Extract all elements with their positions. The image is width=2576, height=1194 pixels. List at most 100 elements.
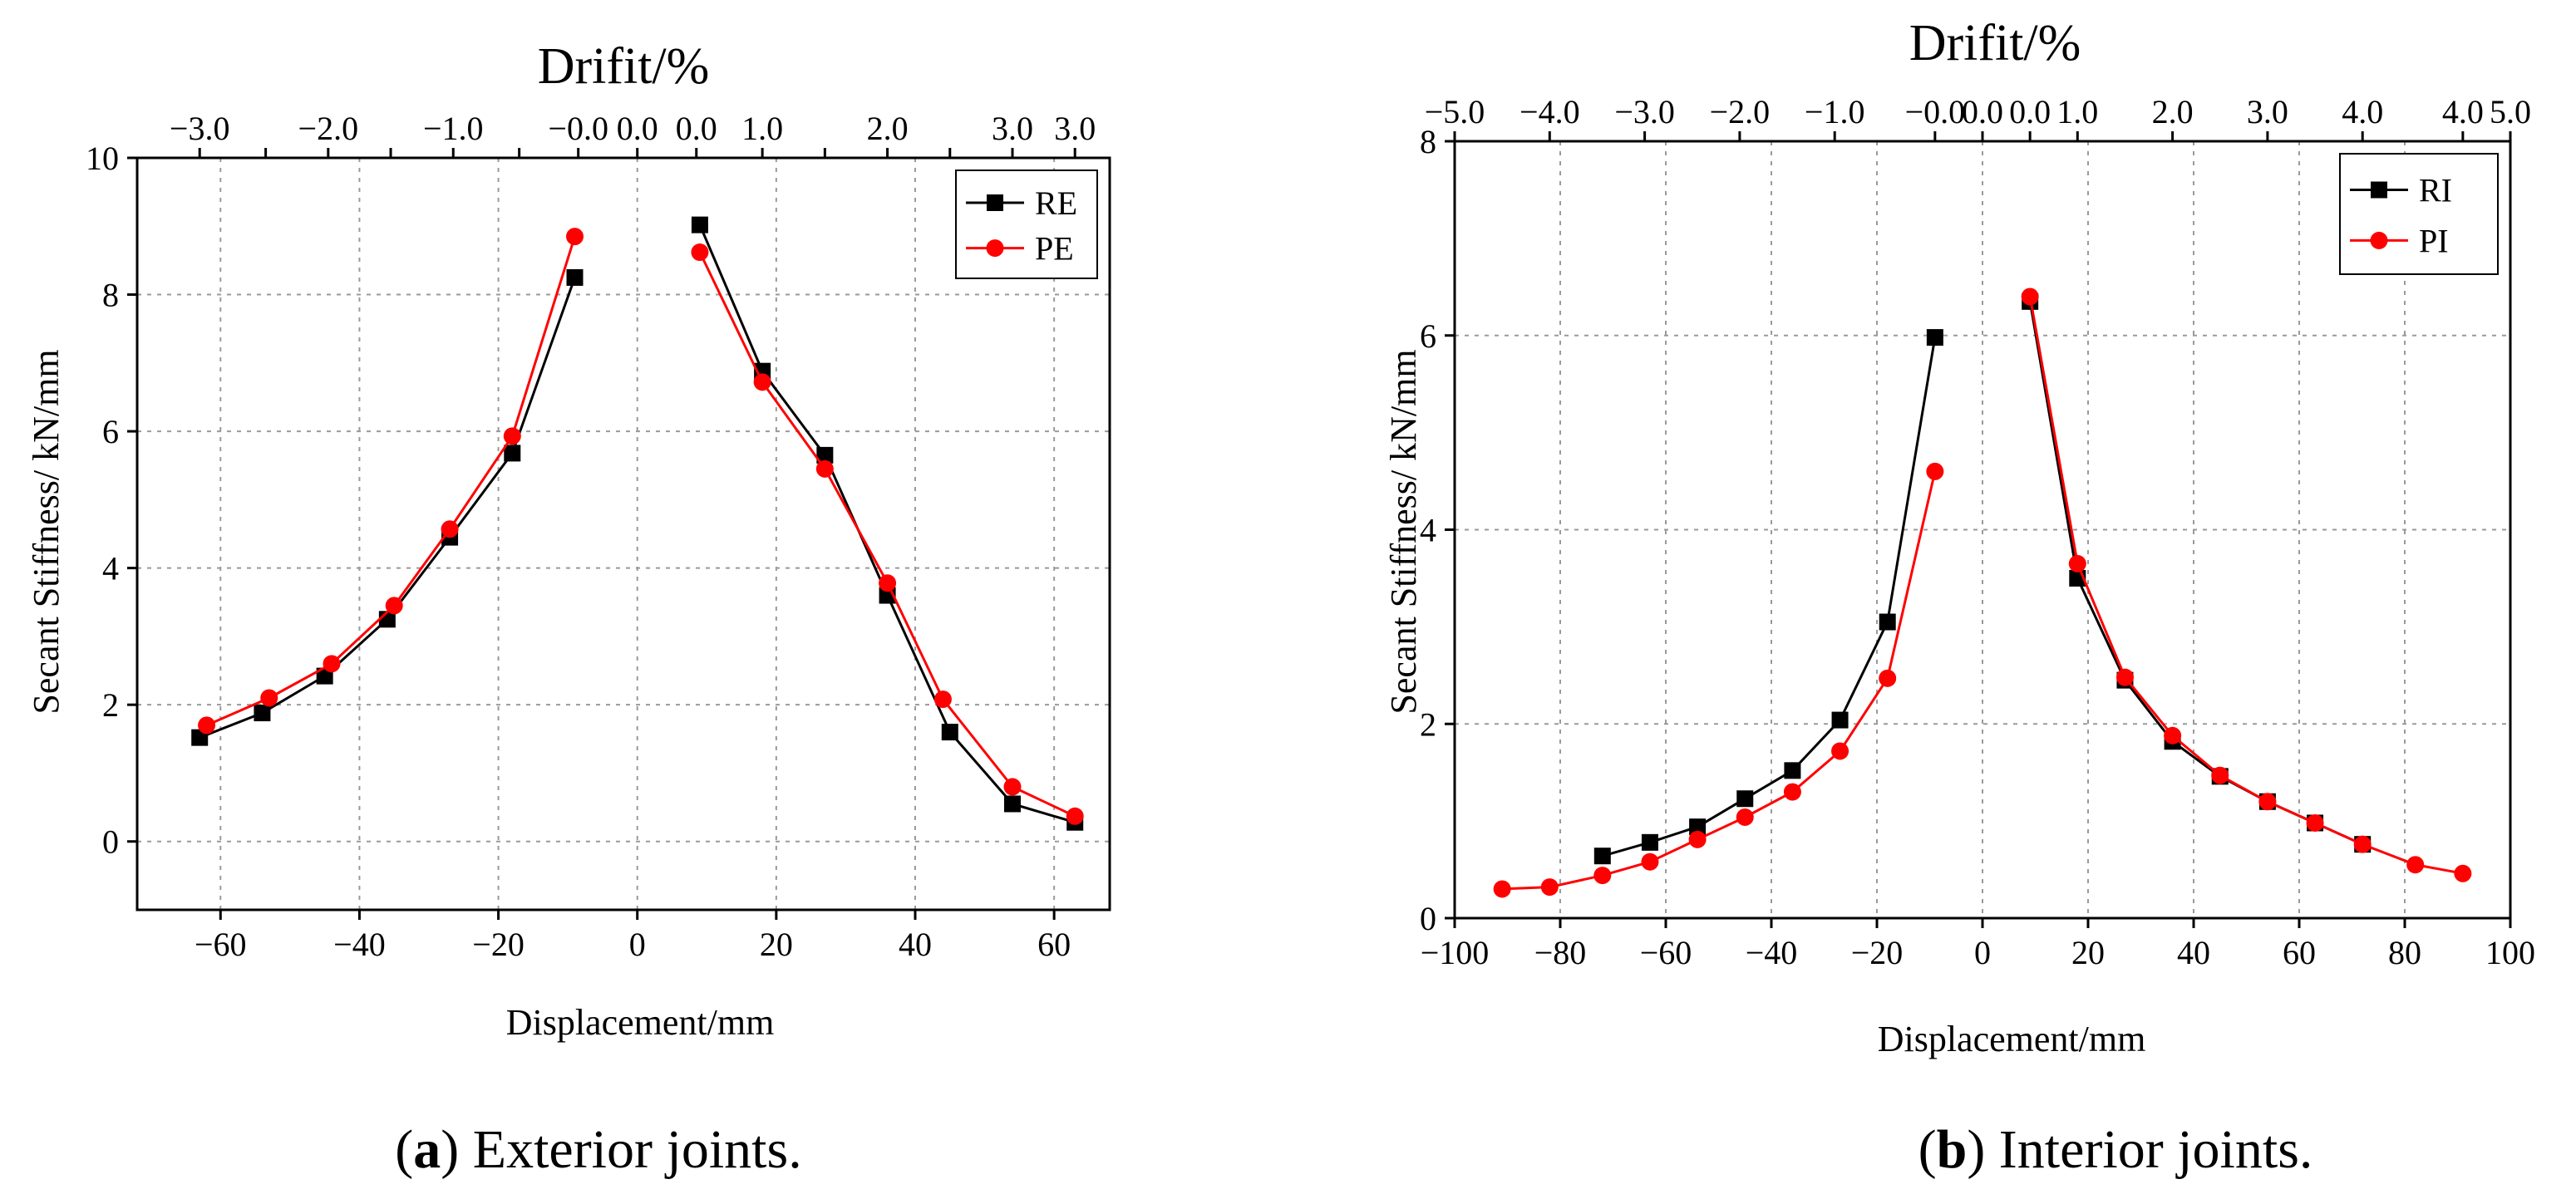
legend-marker-ri [2371,181,2387,199]
x-tick-label-b: 100 [2485,934,2535,971]
top-tick-label-b: 2.0 [2152,93,2194,130]
x-tick-label-a: 20 [760,926,793,963]
top-tick-label-b: 0.0 [1962,93,2003,130]
data-point-pe [260,689,278,707]
top-tick-label-b: −5.0 [1425,93,1485,130]
caption-b-letter: b [1937,1119,1968,1180]
y-tick-label-a: 8 [102,277,119,314]
data-point-ri [1736,790,1754,808]
caption-a: (a) Exterior joints. [395,1119,801,1180]
top-tick-label-b: −1.0 [1805,93,1865,130]
caption-b-prefix: ( [1918,1119,1937,1180]
top-tick-label-a: 0.0 [617,110,658,147]
x-tick-label-b: −60 [1640,934,1692,971]
data-point-pi [1540,878,1559,897]
y-axis-title-b: Secant Stiffness/ kN/mm [1383,349,1424,714]
data-point-pe [441,520,459,538]
x-tick-label-a: 0 [629,926,646,963]
x-tick-label-b: −100 [1421,934,1490,971]
x-tick-label-a: −40 [333,926,386,963]
top-tick-label-b: −0.0 [1905,93,1966,130]
top-tick-label-b: 1.0 [2056,93,2098,130]
legend-label-ri: RI [2419,172,2452,209]
data-point-pi [1926,462,1944,480]
data-point-pe [566,228,584,246]
top-axis-title-b: Drifit/% [1909,15,2081,71]
ticks-b: −100 −80 −60 −40 −20 0 20 40 60 80 100 0 2 4 6 8−5.0 −4.… [1420,93,2535,971]
legend-b: RI PI [2339,153,2499,275]
top-tick-label-a: −2.0 [298,110,359,147]
data-point-pi [1688,830,1707,848]
x-tick-label-b: −20 [1851,934,1904,971]
data-point-pe [691,243,709,262]
series-a [191,216,1084,831]
legend-box-b [2339,153,2499,275]
data-point-pe [503,427,521,445]
data-point-pi [1493,880,1511,898]
x-tick-label-a: 60 [1037,926,1071,963]
top-tick-label-a: −0.0 [548,110,608,147]
x-tick-label-b: 80 [2388,934,2421,971]
data-point-pe [323,655,341,673]
data-point-re [504,445,521,462]
x-tick-label-b: −40 [1746,934,1798,971]
data-point-pi [1783,783,1801,801]
data-point-pe [933,690,952,709]
data-point-ri [1593,848,1611,865]
data-point-pi [2406,856,2425,874]
top-tick-label-a: 1.0 [741,110,783,147]
top-tick-label-b: 5.0 [2490,93,2531,130]
y-tick-label-a: 6 [102,413,119,450]
top-tick-label-a: −3.0 [170,110,230,147]
data-point-pi [1641,853,1659,871]
panel-interior-joints: −100 −80 −60 −40 −20 0 20 40 60 80 100 0 2 4 6 8−5.0 −4.… [1383,15,2535,1180]
data-point-re [1004,795,1021,813]
data-point-pi [2306,813,2324,832]
data-point-pe [1003,778,1022,796]
top-tick-label-b: −3.0 [1614,93,1675,130]
y-tick-label-b: 6 [1420,317,1436,355]
x-tick-label-b: −80 [1534,934,1587,971]
data-point-re [816,446,834,464]
top-tick-label-a: 0.0 [676,110,717,147]
data-point-ri [1641,833,1658,851]
top-tick-label-b: 3.0 [2247,93,2288,130]
data-point-pi [2211,766,2229,784]
y-tick-label-a: 0 [102,823,119,861]
x-axis-title-a: Displacement/mm [506,1002,775,1043]
legend-box-a [955,170,1098,279]
y-tick-label-b: 8 [1420,123,1436,160]
top-tick-label-b: −4.0 [1519,93,1580,130]
x-tick-label-b: 20 [2071,934,2105,971]
y-tick-label-b: 0 [1420,900,1436,937]
series-b [1493,287,2472,898]
data-point-pi [1879,669,1897,687]
data-point-pi [2021,287,2039,306]
data-point-pe [753,373,771,391]
top-tick-label-b: −2.0 [1710,93,1771,130]
data-point-re [254,705,271,722]
data-point-re [691,216,708,233]
x-tick-label-b: 40 [2177,934,2210,971]
legend-label-pe: PE [1035,230,1074,268]
data-point-ri [1831,711,1849,729]
top-tick-label-b: 4.0 [2342,93,2383,130]
top-tick-label-b: 0.0 [2009,93,2051,130]
x-tick-label-b: 0 [1974,934,1991,971]
data-point-pe [198,716,216,735]
y-tick-label-b: 2 [1420,705,1436,743]
caption-a-prefix: ( [395,1119,413,1180]
data-point-pi [2353,835,2372,853]
data-point-pi [1593,867,1612,885]
data-point-ri [1784,762,1801,779]
legend-a: RE PE [955,170,1098,279]
top-tick-label-a: 2.0 [867,110,909,147]
top-tick-label-a: 3.0 [992,110,1033,147]
series-line-pi [2028,296,2464,875]
data-point-pi [2115,668,2134,686]
x-tick-label-b: 60 [2283,934,2316,971]
data-point-pe [1066,807,1084,825]
legend-marker-re [987,194,1003,211]
data-point-ri [1926,329,1943,346]
